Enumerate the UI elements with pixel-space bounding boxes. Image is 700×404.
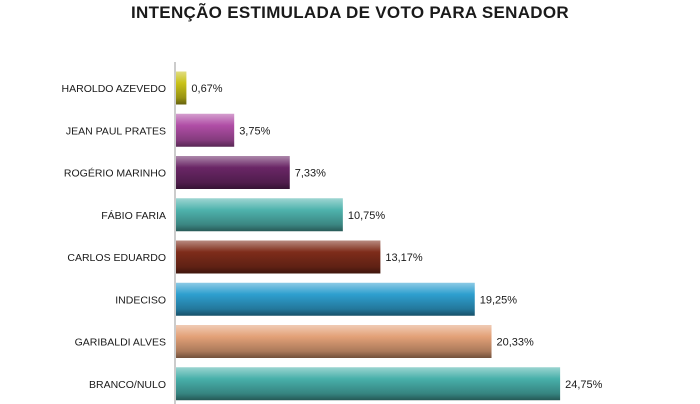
bar-6: [176, 325, 492, 358]
value-label-1: 3,75%: [239, 125, 270, 137]
value-label-2: 7,33%: [295, 168, 326, 180]
category-label-1: JEAN PAUL PRATES: [66, 125, 166, 137]
value-label-7: 24,75%: [565, 379, 603, 391]
bar-5: [176, 282, 475, 316]
category-label-6: GARIBALDI ALVES: [75, 337, 166, 349]
chart-title: INTENÇÃO ESTIMULADA DE VOTO PARA SENADOR: [131, 3, 569, 22]
value-label-5: 19,25%: [480, 294, 518, 306]
category-label-3: FÁBIO FARIA: [101, 209, 166, 222]
category-label-2: ROGÉRIO MARINHO: [64, 167, 166, 180]
value-label-0: 0,67%: [191, 83, 222, 95]
bar-7: [176, 367, 561, 401]
bar-2: [176, 156, 290, 189]
value-label-6: 20,33%: [497, 337, 535, 349]
bar-1: [176, 113, 235, 147]
value-label-3: 10,75%: [348, 210, 386, 222]
category-label-0: HAROLDO AZEVEDO: [62, 83, 166, 95]
category-label-5: INDECISO: [115, 294, 166, 306]
category-label-7: BRANCO/NULO: [89, 379, 166, 391]
value-label-4: 13,17%: [385, 252, 423, 264]
category-label-4: CARLOS EDUARDO: [67, 252, 166, 264]
bar-0: [176, 71, 187, 105]
bar-3: [176, 198, 343, 232]
bar-4: [176, 240, 381, 274]
